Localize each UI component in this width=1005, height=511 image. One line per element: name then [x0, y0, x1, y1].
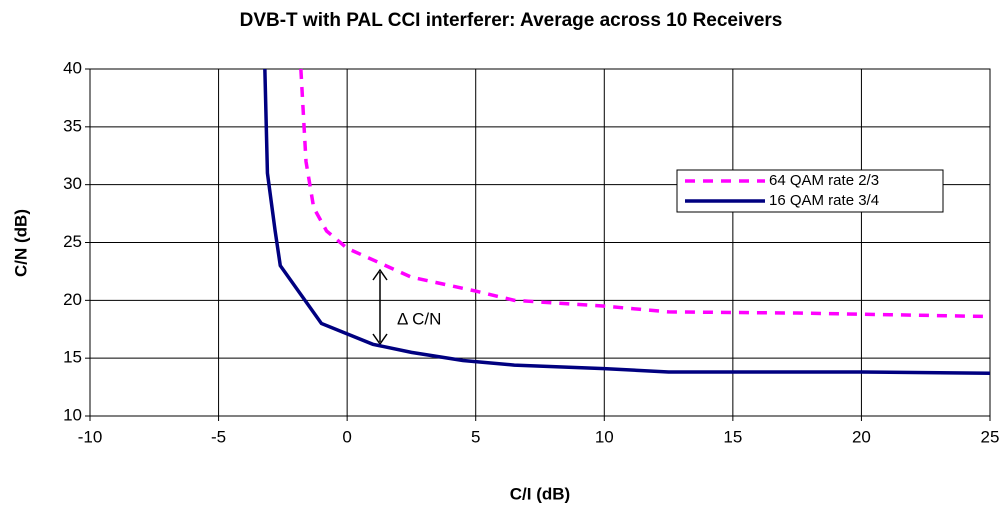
y-axis-title: C/N (dB)	[11, 209, 30, 277]
x-tick-label: -10	[78, 427, 103, 446]
x-tick-label: 5	[471, 427, 480, 446]
data-line	[263, 68, 991, 375]
y-tick-label: 20	[63, 290, 82, 309]
y-tick-label: 35	[63, 116, 82, 135]
y-tick-label: 25	[63, 232, 82, 251]
annotation: Δ C/N	[397, 309, 441, 328]
data-line	[299, 68, 991, 319]
x-tick-label: 15	[723, 427, 742, 446]
y-tick-label: 40	[63, 58, 82, 77]
x-axis-title: C/I (dB)	[510, 484, 570, 503]
legend-label: 16 QAM rate 3/4	[769, 192, 879, 209]
x-tick-label: -5	[211, 427, 226, 446]
y-tick-label: 30	[63, 174, 82, 193]
x-tick-label: 0	[342, 427, 351, 446]
x-tick-label: 20	[852, 427, 871, 446]
annotation-arrow	[372, 268, 388, 346]
y-tick-label: 15	[63, 348, 82, 367]
legend-box	[676, 169, 944, 213]
x-tick-label: 10	[595, 427, 614, 446]
legend-label: 64 QAM rate 2/3	[769, 172, 879, 189]
y-tick-label: 10	[63, 405, 82, 424]
chart-title: DVB-T with PAL CCI interferer: Average a…	[240, 10, 783, 31]
plot-border	[89, 68, 991, 417]
x-tick-label: 25	[981, 427, 1000, 446]
